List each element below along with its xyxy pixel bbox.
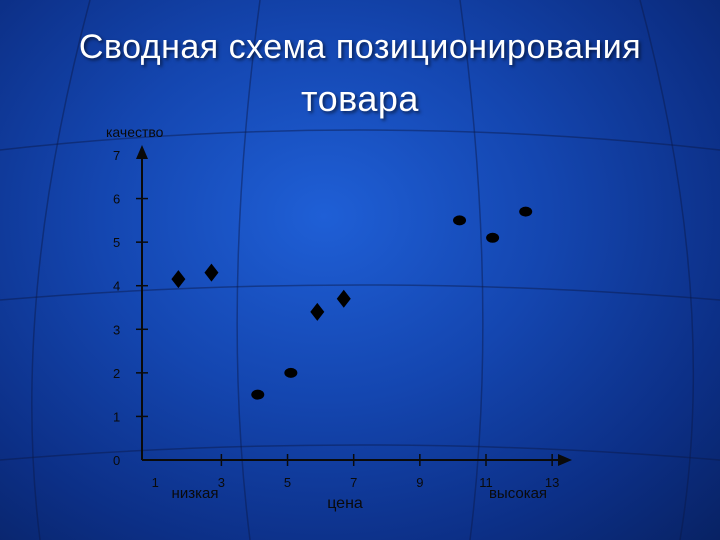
chart-points xyxy=(171,206,533,400)
page-title-line-1: Сводная схема позиционирования xyxy=(78,28,642,66)
data-point-diamond xyxy=(204,263,219,282)
x-tick-label: 1 xyxy=(152,475,159,490)
y-tick-label: 2 xyxy=(113,366,120,381)
data-point-diamond xyxy=(336,289,351,308)
x-tick-label: 5 xyxy=(284,475,291,490)
x-axis-label: цена xyxy=(327,495,363,512)
x-tick-label: 13 xyxy=(545,475,559,490)
data-point-circle xyxy=(453,215,467,226)
data-point-diamond xyxy=(171,270,186,289)
x-tick-label: 3 xyxy=(218,475,225,490)
x-axis-arrow xyxy=(558,454,572,466)
data-point-circle xyxy=(519,206,533,217)
y-tick-label: 1 xyxy=(113,409,120,424)
x-tick-label: 7 xyxy=(350,475,357,490)
y-axis-label: качество xyxy=(106,124,164,140)
y-tick-label: 7 xyxy=(113,148,120,163)
y-tick-label: 0 xyxy=(113,453,120,468)
data-point-circle xyxy=(251,389,265,400)
page-title-line-2: товара xyxy=(301,78,419,119)
y-tick-label: 6 xyxy=(113,192,120,207)
data-point-circle xyxy=(486,232,500,243)
y-tick-label: 3 xyxy=(113,322,120,337)
x-axis-low-label: низкая xyxy=(172,485,219,502)
data-point-circle xyxy=(284,367,298,378)
y-tick-label: 4 xyxy=(113,279,120,294)
y-tick-label: 5 xyxy=(113,235,120,250)
data-point-diamond xyxy=(310,302,325,321)
x-tick-label: 9 xyxy=(416,475,423,490)
chart-axes xyxy=(136,145,572,466)
x-tick-label: 11 xyxy=(479,475,493,490)
x-axis-high-label: высокая xyxy=(489,485,547,502)
y-axis-arrow xyxy=(136,145,148,159)
